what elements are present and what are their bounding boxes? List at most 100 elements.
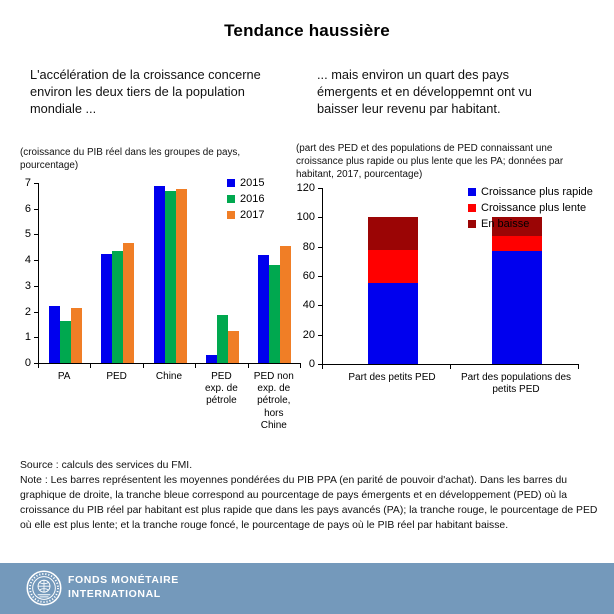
bar-ped-2017 <box>123 243 135 363</box>
y-axis-label: 7 <box>24 177 31 189</box>
legend-item-label: 2017 <box>240 209 265 221</box>
source-line: Source : calculs des services du FMI. <box>20 460 193 471</box>
bar-ped-non-exp-de-p-trole-hors-chine-2016 <box>269 265 281 363</box>
y-axis-label: 80 <box>302 240 315 253</box>
legend-item-label: 2016 <box>240 193 265 205</box>
y-axis-label: 40 <box>302 299 315 312</box>
legend-swatch-icon <box>227 179 235 187</box>
x-axis-tick <box>38 364 39 368</box>
chart-plot-area <box>38 183 301 364</box>
y-axis-label: 5 <box>24 228 31 241</box>
right-chart-caption: (part des PED et des populations de PED … <box>296 143 564 181</box>
legend-swatch-icon <box>468 188 476 196</box>
x-axis-tick <box>300 364 301 368</box>
y-axis-tick <box>318 276 322 277</box>
y-axis-tick <box>34 285 38 287</box>
y-axis-tick <box>34 183 38 184</box>
y-axis-label: 20 <box>302 328 315 341</box>
bar-pa-2017 <box>70 307 82 363</box>
x-category-label: Part des populations des petits PED <box>460 372 572 396</box>
y-axis-tick <box>318 334 322 336</box>
y-axis-tick <box>34 234 38 236</box>
y-axis-label: 60 <box>302 270 315 282</box>
y-axis-label: 0 <box>24 357 31 369</box>
intro-left-text: L'accélération de la croissance concerne… <box>30 67 261 117</box>
bar-ped-exp-de-p-trole-2016 <box>216 315 228 363</box>
x-category-label: PED <box>106 371 127 382</box>
bar-ped-non-exp-de-p-trole-hors-chine-2015 <box>258 255 270 363</box>
legend-item-label: En baisse <box>481 218 530 230</box>
y-axis-label: 6 <box>24 202 31 215</box>
legend-swatch-icon <box>468 204 476 212</box>
y-axis-tick <box>318 364 322 365</box>
legend-item: 2017 <box>227 207 264 223</box>
legend-item: En baisse <box>468 216 593 232</box>
x-category-label: Part des petits PED <box>348 372 436 383</box>
legend-item-label: Croissance plus lente <box>481 202 587 214</box>
y-axis-tick <box>34 363 38 364</box>
chart-plot-area <box>322 188 579 365</box>
legend-item-label: 2015 <box>240 177 265 189</box>
imf-seal-icon <box>26 570 62 606</box>
chart-legend: Croissance plus rapide Croissance plus le… <box>468 184 593 232</box>
imf-org-line2: INTERNATIONAL <box>68 587 161 600</box>
bar-pa-2016 <box>59 320 71 363</box>
x-category-label: PA <box>57 371 71 382</box>
legend-item: 2016 <box>227 191 264 207</box>
imf-org-name: FONDS MONÉTAIRE INTERNATIONAL <box>68 574 179 601</box>
bar-chine-2016 <box>164 190 176 363</box>
imf-footer-band: FONDS MONÉTAIRE INTERNATIONAL <box>0 563 614 614</box>
y-axis-label: 100 <box>296 211 315 224</box>
bar-chine-2017 <box>175 189 187 363</box>
x-category-label: Chine <box>155 371 183 382</box>
legend-item-label: Croissance plus rapide <box>481 186 593 198</box>
left-chart-caption: (croissance du PIB réel dans les groupes… <box>20 147 241 172</box>
legend-swatch-icon <box>227 211 235 219</box>
x-axis-tick <box>450 365 451 369</box>
y-axis-tick <box>318 246 322 248</box>
ped-share-stacked-bar-chart: 0 20 40 60 80 100 120 Part des petits PED Part d… <box>296 182 608 438</box>
x-axis-tick <box>90 364 92 368</box>
y-axis-tick <box>318 188 322 189</box>
y-axis-label: 3 <box>24 279 31 292</box>
y-axis-label: 2 <box>24 305 31 318</box>
bar-ped-exp-de-p-trole-2017 <box>227 330 239 363</box>
bar-pa-2015 <box>48 306 60 363</box>
x-category-label: PED exp. de pétrole <box>204 371 238 407</box>
x-axis-tick <box>195 364 197 368</box>
y-axis-label: 4 <box>24 254 31 267</box>
bar-ped-non-exp-de-p-trole-hors-chine-2017 <box>280 246 292 363</box>
legend-swatch-icon <box>468 220 476 228</box>
page-title: Tendance haussière <box>224 21 390 40</box>
bar-ped-exp-de-p-trole-2015 <box>205 355 217 363</box>
y-axis-label: 0 <box>308 358 315 370</box>
imf-org-line1: FONDS MONÉTAIRE <box>68 574 179 586</box>
chart-legend: 2015 2016 2017 <box>227 175 264 223</box>
gdp-growth-grouped-bar-chart: 0 1 2 3 4 5 6 7 PA PED Chine PED exp. de pétrole PED… <box>22 177 310 433</box>
y-axis-label: 1 <box>24 331 31 344</box>
x-category-label: PED non exp. de pétrole, hors Chine <box>253 371 294 431</box>
y-axis-tick <box>34 311 38 313</box>
legend-item: Croissance plus lente <box>468 200 593 216</box>
legend-item: 2015 <box>227 175 264 191</box>
y-axis-label: 120 <box>296 182 315 194</box>
segment-croissance-plus-rapide <box>492 251 542 364</box>
x-axis-tick <box>142 364 144 368</box>
y-axis-tick <box>34 337 38 339</box>
bar-chine-2015 <box>153 185 165 363</box>
legend-swatch-icon <box>227 195 235 203</box>
bar-ped-2015 <box>101 253 113 363</box>
footnote: Note : Les barres représentent les moyen… <box>20 475 598 532</box>
segment-croissance-plus-rapide <box>368 283 418 364</box>
x-axis-tick <box>247 364 249 368</box>
x-axis-tick <box>322 365 323 369</box>
y-axis-tick <box>318 305 322 307</box>
y-axis-tick <box>34 260 38 262</box>
y-axis-tick <box>34 208 38 210</box>
segment-croissance-plus-lente <box>492 236 542 252</box>
x-axis-tick <box>578 365 579 369</box>
y-axis-tick <box>318 217 322 219</box>
legend-item: Croissance plus rapide <box>468 184 593 200</box>
segment-en-baisse <box>492 217 542 237</box>
